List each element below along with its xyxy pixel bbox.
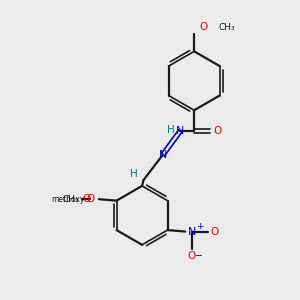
Text: CH₃: CH₃ <box>218 23 235 32</box>
Text: +: + <box>196 222 203 231</box>
Text: N: N <box>158 150 167 160</box>
Text: N: N <box>188 226 196 237</box>
Text: O: O <box>86 194 94 204</box>
Text: H: H <box>130 169 138 179</box>
Text: O: O <box>188 251 196 261</box>
Text: methoxy: methoxy <box>51 195 85 204</box>
Text: N: N <box>176 126 184 136</box>
Text: O: O <box>199 22 207 32</box>
Text: O: O <box>82 194 91 204</box>
Text: CH₃: CH₃ <box>63 195 79 204</box>
Text: O: O <box>214 126 222 136</box>
Text: H: H <box>167 125 175 135</box>
Text: −: − <box>195 251 203 261</box>
Text: O: O <box>210 226 218 237</box>
